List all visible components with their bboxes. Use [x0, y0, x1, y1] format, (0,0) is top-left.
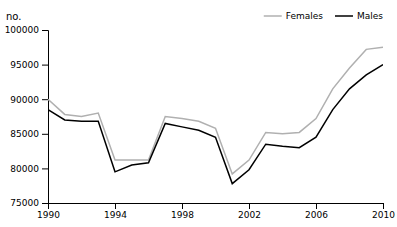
tick-mark [42, 134, 48, 135]
tick-mark [182, 203, 183, 209]
tick-mark [316, 203, 317, 209]
tick: 100000 [5, 25, 48, 35]
tick-label: 1998 [171, 210, 194, 220]
tick-label: 1994 [104, 210, 127, 220]
tick-label: 85000 [10, 129, 39, 139]
y-axis: 75000 80000 85000 90000 95000 100000 [5, 25, 49, 208]
legend-label: Females [286, 11, 324, 21]
legend-item: Females [264, 11, 324, 21]
tick-label: 2010 [372, 210, 395, 220]
tick: 90000 [10, 95, 48, 105]
legend-label: Males [357, 11, 383, 21]
plot: 1990 1994 1998 2002 2006 2010 75000 80000 85000 9… [5, 25, 396, 220]
legend: Females Males [264, 11, 384, 21]
tick: 2006 [305, 203, 328, 220]
tick-label: 100000 [5, 25, 40, 35]
chart: 1990 1994 1998 2002 2006 2010 75000 80000 85000 9… [0, 0, 397, 227]
tick-mark [42, 203, 48, 204]
tick-label: 95000 [10, 60, 39, 70]
tick-label: 1990 [37, 210, 60, 220]
tick: 80000 [10, 164, 48, 174]
tick-mark [383, 203, 384, 209]
tick: 85000 [10, 129, 48, 139]
legend-swatch [264, 15, 282, 17]
tick-label: 2006 [305, 210, 328, 220]
axis-line [42, 31, 49, 204]
tick: 95000 [10, 60, 48, 70]
tick-mark [42, 30, 48, 31]
y-axis-label: no. [6, 11, 21, 22]
x-axis: 1990 1994 1998 2002 2006 2010 [37, 203, 395, 220]
legend-swatch [335, 15, 353, 17]
tick-label: 2002 [238, 210, 261, 220]
tick: 75000 [10, 198, 48, 208]
tick: 1994 [104, 203, 127, 220]
tick-mark [42, 99, 48, 100]
series-line [48, 65, 383, 184]
tick-mark [115, 203, 116, 209]
legend-item: Males [335, 11, 383, 21]
tick: 2002 [238, 203, 261, 220]
axis-line [49, 204, 384, 210]
tick-mark [249, 203, 250, 209]
tick-label: 90000 [10, 95, 39, 105]
tick-label: 75000 [10, 198, 39, 208]
tick-mark [42, 168, 48, 169]
tick: 2010 [372, 203, 395, 220]
tick-label: 80000 [10, 164, 39, 174]
tick: 1990 [37, 203, 60, 220]
tick-mark [42, 65, 48, 66]
lines [48, 47, 383, 183]
tick: 1998 [171, 203, 194, 220]
